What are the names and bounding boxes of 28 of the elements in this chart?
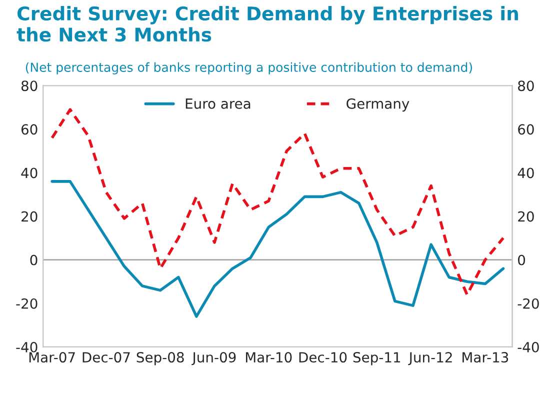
legend-label: Euro area	[186, 98, 250, 109]
x-tick-label: Mar-13	[462, 352, 508, 363]
line-series	[50, 180, 505, 318]
y2-tick-label: -20	[518, 298, 539, 309]
chart-title: Credit Survey: Credit Demand by Enterprises in the Next 3 Months	[16, 6, 518, 42]
y2-tick-label: 80	[518, 80, 534, 92]
x-tick-label: Jun-09	[192, 352, 236, 366]
y2-tick-label: 60	[518, 124, 534, 135]
y2-tick-label: 20	[518, 211, 534, 222]
x-tick-label: Jun-12	[408, 352, 452, 366]
y2-tick-label: 40	[518, 168, 534, 178]
x-tick-label: Sep-08	[136, 352, 184, 366]
y-tick-label: -40	[16, 342, 38, 352]
y-tick-label: -20	[16, 298, 38, 309]
y-tick-label: 40	[21, 168, 38, 178]
legend-label: Germany	[346, 98, 410, 112]
y-tick-label: 20	[22, 211, 38, 222]
x-tick-label: Mar-10	[246, 352, 292, 363]
chart-subtitle: (Net percentages of banks reporting a positive contribution to demand)	[26, 62, 472, 74]
y2-tick-label: 0	[518, 254, 526, 266]
y-tick-label: 0	[30, 254, 38, 266]
y2-tick-label: -40	[518, 342, 539, 352]
y-tick-label: 80	[21, 80, 38, 92]
x-tick-label: Dec-10	[299, 352, 347, 363]
x-tick-label: Mar-07	[29, 352, 75, 363]
x-tick-label: Dec-07	[82, 352, 130, 363]
y-tick-label: 60	[21, 124, 38, 135]
x-tick-label: Sep-11	[353, 352, 400, 366]
